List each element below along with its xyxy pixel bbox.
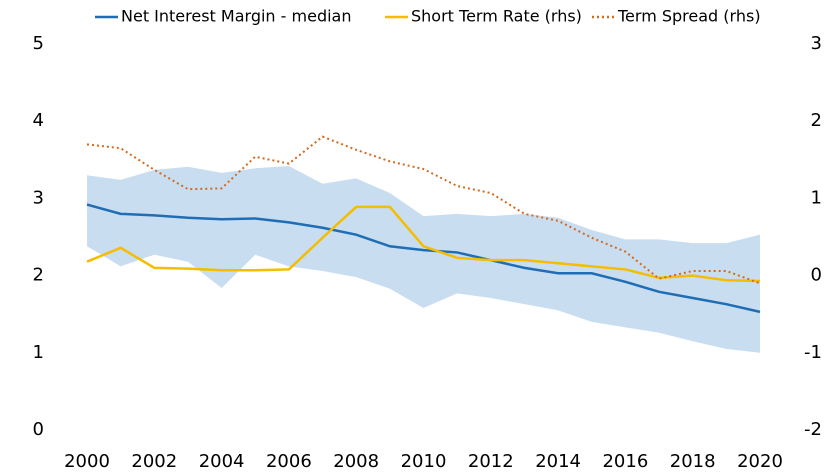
y2-tick-label: -1 <box>804 342 822 363</box>
legend-label: Short Term Rate (rhs) <box>411 7 582 26</box>
x-tick-label: 2016 <box>602 451 648 472</box>
y2-tick-label: -2 <box>804 419 822 440</box>
y-tick-label: 3 <box>33 187 44 208</box>
y-tick-label: 2 <box>33 265 44 286</box>
y2-tick-label: 1 <box>811 187 822 208</box>
y2-tick-label: 3 <box>811 33 822 54</box>
y-tick-label: 1 <box>33 342 44 363</box>
x-tick-label: 2004 <box>199 451 245 472</box>
x-tick-label: 2018 <box>670 451 716 472</box>
x-tick-label: 2002 <box>131 451 177 472</box>
x-tick-label: 2012 <box>468 451 514 472</box>
y-tick-label: 5 <box>33 33 44 54</box>
x-tick-label: 2000 <box>64 451 110 472</box>
x-tick-label: 2020 <box>737 451 783 472</box>
series-line <box>86 135 761 285</box>
series-line <box>86 205 761 283</box>
y-tick-label: 4 <box>33 110 44 131</box>
y-tick-label: 0 <box>33 419 44 440</box>
y2-tick-label: 0 <box>811 265 822 286</box>
series-line <box>86 203 761 314</box>
x-tick-label: 2006 <box>266 451 312 472</box>
x-tick-label: 2008 <box>333 451 379 472</box>
x-tick-label: 2010 <box>401 451 447 472</box>
legend-label: Net Interest Margin - median <box>121 7 351 26</box>
y2-tick-label: 2 <box>811 110 822 131</box>
legend-label: Term Spread (rhs) <box>617 7 761 26</box>
range-band <box>87 165 760 353</box>
x-tick-label: 2014 <box>535 451 581 472</box>
